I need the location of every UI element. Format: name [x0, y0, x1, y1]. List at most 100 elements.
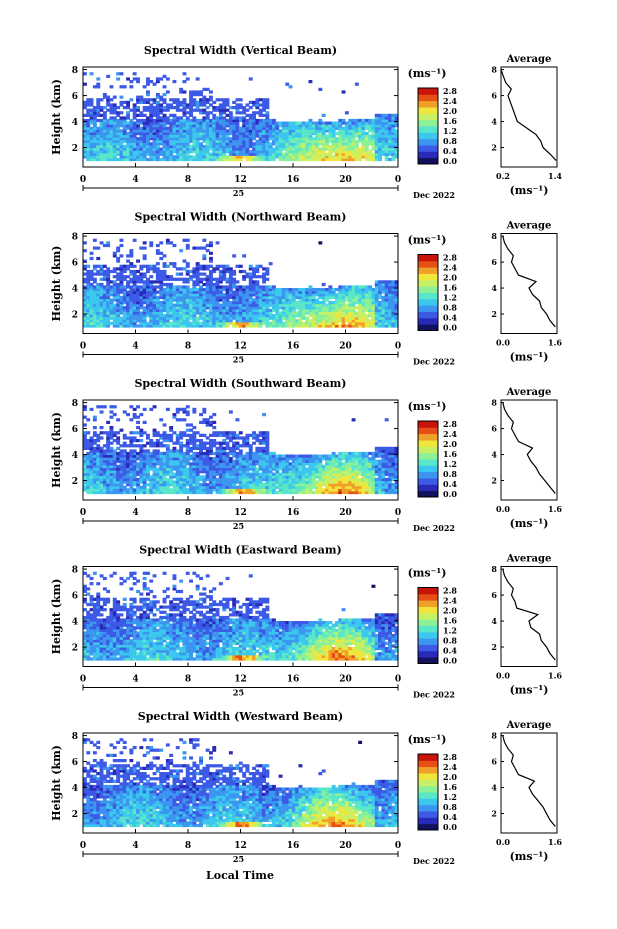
heatmap-cell [232, 116, 237, 120]
heatmap-cell [245, 321, 250, 325]
heatmap-cell [109, 446, 114, 450]
heatmap-cell [96, 303, 101, 307]
heatmap-cell [222, 139, 227, 143]
heatmap-cell [262, 485, 266, 489]
heatmap-cell [109, 288, 114, 292]
heatmap-cell [338, 314, 343, 318]
heatmap-cell [391, 293, 396, 297]
heatmap-cell [172, 490, 177, 495]
heatmap-cell [232, 121, 237, 125]
heatmap-cell [159, 301, 164, 305]
heatmap-cell [102, 121, 107, 125]
heatmap-cell [126, 470, 130, 474]
heatmap-cell [321, 144, 326, 149]
heatmap-cell [212, 316, 217, 320]
heatmap-cell [132, 290, 137, 294]
heatmap-cell [109, 477, 114, 482]
heatmap-cell [83, 405, 87, 409]
heatmap-cell [232, 152, 237, 156]
heatmap-cell [331, 157, 336, 162]
heatmap-cell [209, 420, 213, 424]
heatmap-cell [268, 147, 273, 151]
heatmap-cell [86, 475, 91, 479]
heatmap-cell [222, 303, 227, 307]
heatmap-cell [368, 134, 373, 138]
heatmap-cell [182, 157, 187, 162]
heatmap-cell [185, 490, 190, 495]
heatmap-cell [255, 126, 260, 130]
heatmap-cell [378, 121, 382, 125]
heatmap-cell [162, 147, 167, 151]
heatmap-cell [388, 303, 392, 307]
heatmap-cell [301, 308, 306, 312]
heatmap-cell [139, 139, 144, 143]
heatmap-cell [102, 308, 107, 312]
heatmap-cell [215, 454, 220, 458]
heatmap-cell [335, 137, 339, 141]
heatmap-cell [215, 433, 220, 437]
heatmap-cell [175, 267, 180, 271]
heatmap-cell [242, 470, 247, 474]
heatmap-cell [255, 267, 260, 271]
heatmap-cell [242, 121, 247, 125]
heatmap-cell [92, 306, 97, 310]
heatmap-cell [235, 285, 240, 289]
heatmap-cell [315, 293, 319, 297]
heatmap-cell [96, 246, 101, 250]
heatmap-cell [232, 314, 237, 318]
heatmap-cell [122, 472, 127, 476]
heatmap-cell [109, 108, 114, 112]
heatmap-cell [265, 267, 270, 271]
heatmap-cell [165, 477, 170, 482]
heatmap-cell [351, 319, 356, 323]
heatmap-cell [102, 462, 107, 466]
heatmap-cell [136, 324, 140, 328]
heatmap-cell [172, 462, 177, 466]
heatmap-cell [92, 157, 97, 162]
heatmap-cell [278, 142, 283, 146]
heatmap-cell [295, 129, 300, 133]
heatmap-cell [175, 470, 180, 474]
heatmap-cell [215, 480, 220, 484]
heatmap-cell [182, 90, 187, 94]
heatmap-cell [275, 303, 280, 307]
heatmap-cell [106, 441, 111, 445]
heatmap-cell [179, 418, 184, 422]
heatmap-cell [275, 124, 280, 128]
heatmap-cell [175, 272, 180, 276]
heatmap-cell [321, 139, 326, 143]
heatmap-cell [116, 475, 121, 479]
colorbar-tick-label: 1.2 [443, 126, 457, 136]
heatmap-cell [265, 142, 270, 146]
heatmap-cell [109, 269, 114, 274]
heatmap-cell [378, 134, 382, 138]
heatmap-cell [371, 144, 376, 149]
heatmap-cell [245, 311, 250, 315]
heatmap-cell [83, 100, 87, 104]
heatmap-cell [318, 131, 323, 136]
heatmap-cell [252, 311, 256, 315]
heatmap-cell [129, 290, 134, 294]
heatmap-cell [364, 134, 369, 138]
heatmap-cell [291, 137, 296, 141]
heatmap-cell [381, 152, 386, 156]
heatmap-cell [106, 147, 111, 151]
heatmap-cell [165, 295, 170, 299]
heatmap-cell [378, 285, 382, 289]
heatmap-cell [384, 139, 389, 143]
heatmap-cell [228, 431, 233, 435]
heatmap-cell [132, 301, 137, 305]
heatmap-cell [272, 290, 276, 294]
heatmap-cell [146, 139, 150, 143]
heatmap-cell [106, 142, 111, 146]
heatmap-cell [102, 155, 107, 159]
heatmap-cell [89, 470, 94, 474]
heatmap-cell [112, 95, 117, 99]
heatmap-cell [99, 269, 104, 274]
heatmap-cell [275, 121, 280, 125]
panel-title: Spectral Width (Vertical Beam) [144, 44, 337, 57]
heatmap-cell [335, 131, 339, 136]
heatmap-cell [232, 485, 237, 489]
heatmap-cell [228, 488, 233, 492]
heatmap-cell [86, 98, 91, 102]
